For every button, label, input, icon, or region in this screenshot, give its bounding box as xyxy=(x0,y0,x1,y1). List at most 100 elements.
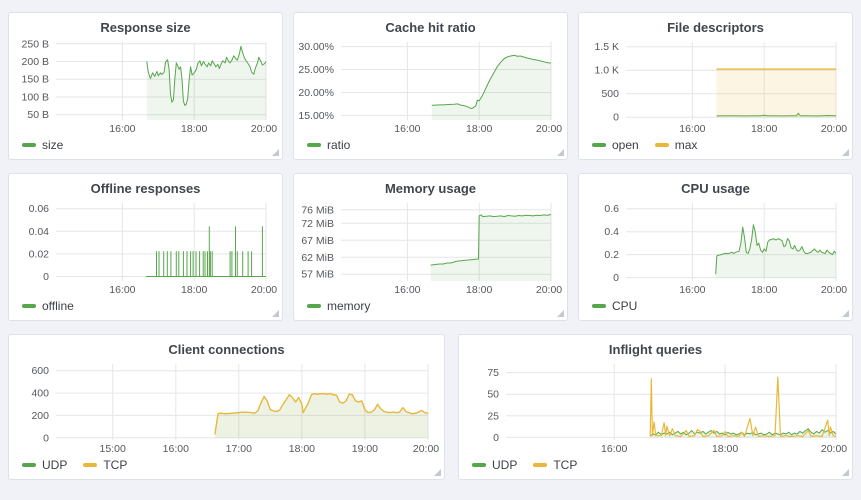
series-line-open xyxy=(716,112,837,117)
panel-response-size: Response size 250 B 200 B 150 B 100 B 50 B 16… xyxy=(8,12,283,160)
legend-item-offline[interactable]: offline xyxy=(22,299,74,313)
panel-offline-responses: Offline responses 0.06 0.04 0.02 0 16:00 18:0… xyxy=(8,173,283,321)
legend-item-open[interactable]: open xyxy=(592,138,639,152)
legend-item-UDP[interactable]: UDP xyxy=(22,458,67,472)
y-tick-label: 20.00% xyxy=(298,87,334,99)
y-tick-label: 25 xyxy=(487,410,499,422)
y-tick-label: 67 MiB xyxy=(301,235,334,247)
y-tick-label: 76 MiB xyxy=(301,204,334,216)
legend-dash-icon xyxy=(654,143,669,147)
y-tick-label: 1.5 K xyxy=(594,41,619,53)
panel-cache-hit-ratio: Cache hit ratio 30.00% 25.00% 20.00% 15.00%… xyxy=(293,12,568,160)
chart-svg: 1.5 K 1.0 K 500 0 16:00 18:00 20:00 xyxy=(594,41,847,135)
y-tick-label: 1.0 K xyxy=(594,65,619,77)
legend-dash-icon xyxy=(307,304,321,308)
y-tick-label: 250 B xyxy=(22,38,49,50)
legend-label: ratio xyxy=(327,138,351,152)
x-tick-label: 16:00 xyxy=(109,284,135,296)
x-tick-label: 15:00 xyxy=(100,443,126,455)
resize-handle-icon[interactable] xyxy=(272,310,279,317)
legend-item-size[interactable]: size xyxy=(22,138,63,152)
legend-inflight-queries: UDP TCP xyxy=(459,455,852,479)
y-tick-label: 500 xyxy=(601,88,619,100)
legend-dash-icon xyxy=(533,463,548,467)
x-tick-label: 18:00 xyxy=(181,123,207,135)
panel-inflight-queries: Inflight queries 75 50 25 0 16:00 18:00 20:00 … xyxy=(458,334,853,480)
legend-item-ratio[interactable]: ratio xyxy=(307,138,350,152)
series-line-ratio xyxy=(431,54,552,109)
panel-title-cache-hit-ratio[interactable]: Cache hit ratio xyxy=(385,20,476,35)
panel-title-inflight-queries[interactable]: Inflight queries xyxy=(608,342,703,357)
legend-item-memory[interactable]: memory xyxy=(307,299,370,313)
legend-label: max xyxy=(674,138,698,152)
x-tick-label: 18:00 xyxy=(289,443,315,455)
panel-title-cpu-usage[interactable]: CPU usage xyxy=(681,181,750,196)
series-line-TCP xyxy=(214,392,429,435)
resize-handle-icon[interactable] xyxy=(557,149,564,156)
x-tick-label: 16:00 xyxy=(601,443,627,455)
y-tick-label: 15.00% xyxy=(298,110,334,122)
legend-label: UDP xyxy=(42,458,68,472)
chart-client-connections: 600 400 200 0 15:00 16:00 17:00 18:00 19:00 20:00 xyxy=(9,358,444,455)
x-tick-label: 18:00 xyxy=(181,284,207,296)
y-tick-label: 0.04 xyxy=(29,226,50,238)
legend-item-TCP[interactable]: TCP xyxy=(83,458,127,472)
x-tick-label: 18:00 xyxy=(712,443,738,455)
series-area-CPU xyxy=(715,224,836,278)
legend-item-UDP[interactable]: UDP xyxy=(472,458,517,472)
x-tick-label: 20:00 xyxy=(536,284,562,296)
chart-svg: 75 50 25 0 16:00 18:00 20:00 xyxy=(487,364,847,455)
x-tick-label: 19:00 xyxy=(352,443,378,455)
panel-title-response-size[interactable]: Response size xyxy=(100,20,191,35)
y-tick-label: 100 B xyxy=(22,92,49,104)
series-line-CPU xyxy=(715,224,837,275)
resize-handle-icon[interactable] xyxy=(434,469,441,476)
x-tick-label: 18:00 xyxy=(466,284,492,296)
x-tick-label: 16:00 xyxy=(394,123,420,135)
y-tick-label: 0 xyxy=(43,432,49,444)
series-line-offline xyxy=(145,226,266,277)
y-tick-label: 0 xyxy=(43,271,49,283)
dashboard-row-1: Response size 250 B 200 B 150 B 100 B 50 B 16… xyxy=(8,12,853,160)
series-area-UDP xyxy=(650,428,836,438)
legend-item-TCP[interactable]: TCP xyxy=(533,458,577,472)
y-tick-label: 0.06 xyxy=(29,203,50,215)
panel-title-memory-usage[interactable]: Memory usage xyxy=(384,181,477,196)
series-area-ratio xyxy=(431,55,551,120)
legend-item-max[interactable]: max xyxy=(654,138,698,152)
y-tick-label: 50 B xyxy=(27,109,49,121)
series-area-size xyxy=(146,46,266,120)
y-tick-label: 0.2 xyxy=(604,249,619,261)
resize-handle-icon[interactable] xyxy=(842,469,849,476)
panel-title-file-descriptors[interactable]: File descriptors xyxy=(667,20,764,35)
legend-cpu-usage: CPU xyxy=(579,296,852,320)
legend-label: memory xyxy=(327,299,371,313)
x-tick-label: 16:00 xyxy=(679,123,705,135)
legend-client-connections: UDP TCP xyxy=(9,455,444,479)
series-line-TCP xyxy=(649,376,837,438)
resize-handle-icon[interactable] xyxy=(557,310,564,317)
legend-dash-icon xyxy=(22,463,36,467)
resize-handle-icon[interactable] xyxy=(842,149,849,156)
legend-label: UDP xyxy=(492,458,518,472)
legend-dash-icon xyxy=(83,463,98,467)
series-area-TCP xyxy=(214,393,428,438)
y-tick-label: 0 xyxy=(613,112,619,124)
panel-title-client-connections[interactable]: Client connections xyxy=(168,342,285,357)
legend-memory-usage: memory xyxy=(294,296,567,320)
x-tick-label: 18:00 xyxy=(466,123,492,135)
legend-response-size: size xyxy=(9,135,282,159)
chart-svg: 0.6 0.4 0.2 0 16:00 18:00 20:00 xyxy=(604,203,847,296)
legend-dash-icon xyxy=(592,304,606,308)
y-tick-label: 62 MiB xyxy=(301,252,334,264)
legend-item-CPU[interactable]: CPU xyxy=(592,299,637,313)
x-tick-label: 16:00 xyxy=(679,284,705,296)
chart-offline-responses: 0.06 0.04 0.02 0 16:00 18:00 20:00 xyxy=(9,197,282,296)
resize-handle-icon[interactable] xyxy=(272,149,279,156)
x-tick-label: 20:00 xyxy=(251,284,277,296)
panel-title-offline-responses[interactable]: Offline responses xyxy=(90,181,201,196)
resize-handle-icon[interactable] xyxy=(842,310,849,317)
legend-dash-icon xyxy=(22,304,36,308)
y-tick-label: 0 xyxy=(493,432,499,444)
